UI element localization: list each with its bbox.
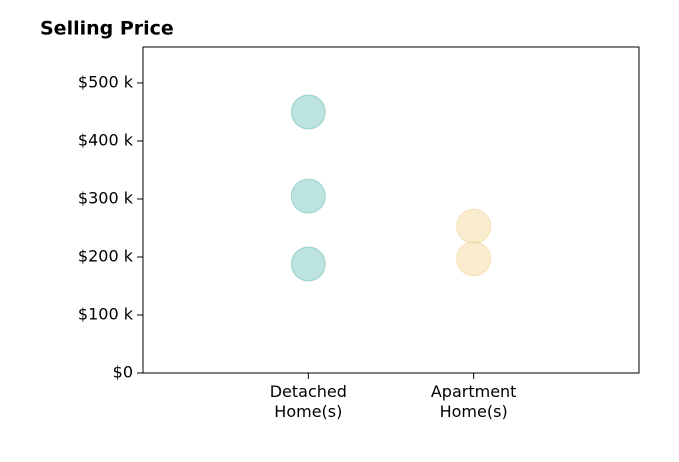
chart-title: Selling Price xyxy=(40,18,174,40)
y-tick-label: $500 k xyxy=(78,72,134,91)
point xyxy=(290,94,326,130)
y-tick-label: $0 xyxy=(113,363,133,382)
point xyxy=(290,246,326,282)
y-tick-label: $400 k xyxy=(78,130,134,149)
y-tick-label: $200 k xyxy=(78,246,134,265)
x-tick-label: Apartment Home(s) xyxy=(430,382,517,421)
point xyxy=(290,178,326,214)
point xyxy=(456,208,492,244)
y-tick-label: $300 k xyxy=(78,188,134,207)
y-tick-label: $100 k xyxy=(78,304,134,323)
plot-frame xyxy=(142,46,640,374)
point xyxy=(456,241,492,277)
x-tick-label: Detached Home(s) xyxy=(269,382,347,421)
